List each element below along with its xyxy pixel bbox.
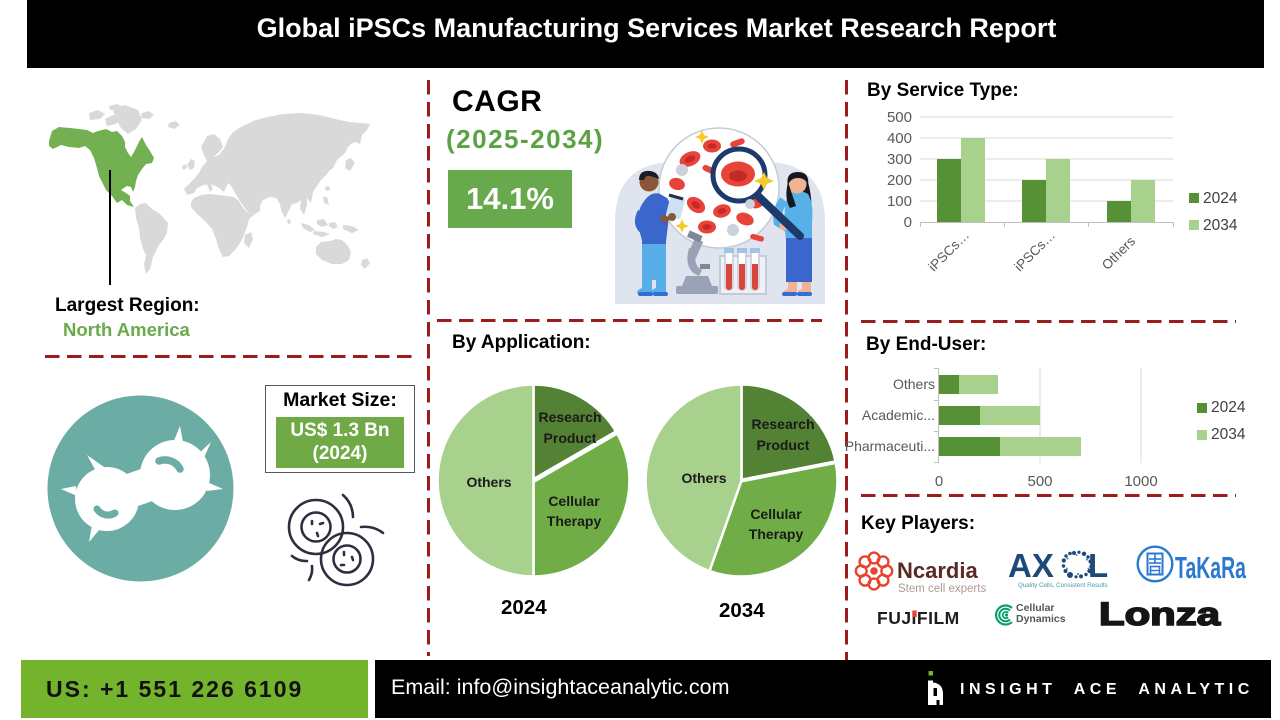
- svg-text:200: 200: [887, 172, 912, 189]
- svg-text:iPSCs…: iPSCs…: [1011, 228, 1058, 275]
- svg-text:2034: 2034: [1211, 426, 1246, 443]
- svg-text:Cellular: Cellular: [750, 506, 802, 522]
- svg-text:100: 100: [887, 193, 912, 210]
- svg-text:L: L: [1088, 547, 1108, 584]
- svg-text:AX: AX: [1008, 547, 1054, 584]
- svg-text:0: 0: [904, 214, 912, 231]
- svg-text:Cellular: Cellular: [1016, 602, 1055, 614]
- svg-text:Lonza: Lonza: [1099, 596, 1220, 632]
- svg-text:FUJIFILM: FUJIFILM: [877, 608, 960, 628]
- svg-text:500: 500: [887, 109, 912, 126]
- svg-text:2024: 2024: [1211, 399, 1246, 416]
- svg-text:Others: Others: [893, 376, 935, 392]
- svg-text:Research: Research: [751, 416, 814, 432]
- svg-text:500: 500: [1027, 473, 1052, 490]
- svg-text:Cellular: Cellular: [548, 493, 600, 509]
- svg-text:2024: 2024: [1203, 190, 1238, 207]
- svg-text:300: 300: [887, 151, 912, 168]
- svg-text:TaKaRa: TaKaRa: [1175, 550, 1246, 585]
- svg-text:Stem cell experts: Stem cell experts: [898, 583, 986, 595]
- svg-text:Research: Research: [538, 409, 601, 425]
- svg-text:Product: Product: [544, 430, 597, 446]
- svg-text:Ncardia: Ncardia: [897, 558, 978, 583]
- svg-text:Therapy: Therapy: [547, 513, 602, 529]
- svg-text:Dynamics: Dynamics: [1016, 613, 1066, 625]
- svg-text:Academic...: Academic...: [862, 407, 935, 423]
- svg-text:Others: Others: [681, 470, 726, 486]
- svg-text:Quality Cells, Consistent Resu: Quality Cells, Consistent Results: [1018, 582, 1108, 589]
- svg-text:Pharmaceuti...: Pharmaceuti...: [845, 438, 935, 454]
- svg-text:Product: Product: [757, 437, 810, 453]
- svg-text:Therapy: Therapy: [749, 526, 804, 542]
- svg-text:iPSCs…: iPSCs…: [925, 228, 972, 275]
- svg-text:1000: 1000: [1124, 473, 1157, 490]
- svg-text:0: 0: [935, 473, 943, 490]
- svg-text:2034: 2034: [1203, 217, 1238, 234]
- svg-text:Others: Others: [1099, 233, 1138, 272]
- svg-text:Others: Others: [466, 474, 511, 490]
- svg-text:400: 400: [887, 130, 912, 147]
